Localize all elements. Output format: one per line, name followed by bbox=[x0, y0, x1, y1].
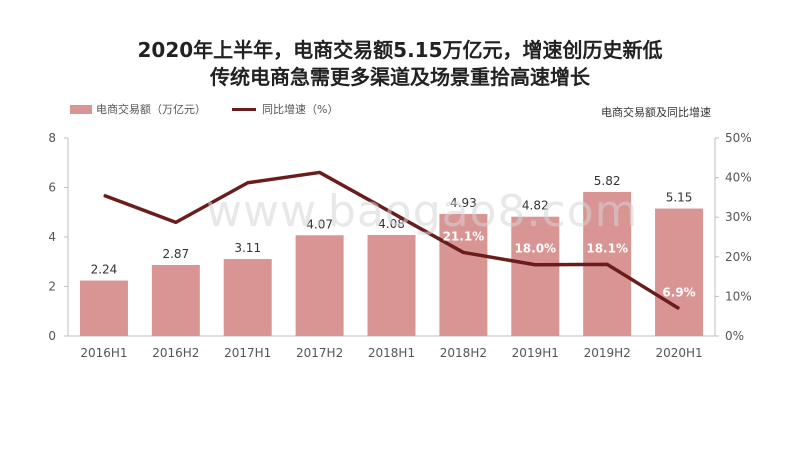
y-left-tick-label: 6 bbox=[48, 181, 56, 195]
x-tick-label: 2016H2 bbox=[152, 346, 199, 360]
legend-bar: 电商交易额（万亿元） bbox=[70, 101, 206, 117]
y-right-tick-label: 0% bbox=[725, 329, 744, 343]
bar bbox=[511, 216, 560, 336]
y-left-tick-label: 0 bbox=[48, 329, 56, 343]
x-tick-label: 2017H1 bbox=[224, 346, 271, 360]
x-tick-label: 2020H1 bbox=[655, 346, 702, 360]
y-right-tick-label: 20% bbox=[725, 250, 752, 264]
growth-point bbox=[175, 221, 177, 223]
bar-value-label: 4.07 bbox=[306, 217, 333, 231]
growth-value-label: 18.0% bbox=[514, 242, 556, 256]
x-tick-label: 2018H2 bbox=[440, 346, 487, 360]
bar-value-label: 4.93 bbox=[450, 196, 477, 210]
legend-line-label: 同比增速（%） bbox=[262, 103, 339, 116]
legend-bar-label: 电商交易额（万亿元） bbox=[96, 103, 206, 116]
growth-value-label: 18.1% bbox=[586, 241, 628, 255]
x-tick-label: 2019H2 bbox=[584, 346, 631, 360]
growth-point bbox=[534, 264, 536, 266]
bar bbox=[655, 208, 704, 336]
bar-value-label: 5.15 bbox=[666, 191, 693, 205]
growth-value-label: 6.9% bbox=[662, 286, 695, 300]
x-tick-label: 2017H2 bbox=[296, 346, 343, 360]
bar-value-label: 4.82 bbox=[522, 199, 549, 213]
growth-point bbox=[103, 194, 105, 196]
growth-point bbox=[678, 308, 680, 310]
growth-point bbox=[462, 251, 464, 253]
legend-line-swatch bbox=[232, 107, 256, 111]
y-right-tick-label: 10% bbox=[725, 289, 752, 303]
bar-value-label: 5.82 bbox=[594, 174, 621, 188]
x-tick-label: 2018H1 bbox=[368, 346, 415, 360]
bar bbox=[79, 280, 128, 336]
bar bbox=[439, 213, 488, 336]
growth-point bbox=[247, 182, 249, 184]
chart-title-line1: 2020年上半年，电商交易额5.15万亿元，增速创历史新低 bbox=[137, 38, 663, 62]
y-left-tick-label: 4 bbox=[48, 230, 56, 244]
chart-title-line2: 传统电商急需更多渠道及场景重拾高速增长 bbox=[210, 65, 590, 89]
bar-value-label: 4.08 bbox=[378, 217, 405, 231]
y-left-tick-label: 8 bbox=[48, 131, 56, 145]
growth-value-label: 21.1% bbox=[443, 229, 485, 243]
watermark: www.baogao8.com bbox=[206, 186, 639, 237]
legend-bar-swatch bbox=[70, 104, 92, 114]
bar-value-label: 2.24 bbox=[91, 263, 118, 277]
y-left-tick-label: 2 bbox=[48, 280, 56, 294]
y-right-tick-label: 30% bbox=[725, 210, 752, 224]
growth-point bbox=[319, 171, 321, 173]
bar bbox=[223, 259, 272, 336]
bar bbox=[151, 264, 200, 336]
y-right-tick-label: 40% bbox=[725, 171, 752, 185]
y-right-tick-label: 50% bbox=[725, 131, 752, 145]
x-tick-label: 2016H1 bbox=[80, 346, 127, 360]
bar bbox=[295, 235, 344, 336]
chart-subtitle: 电商交易额及同比增速 bbox=[601, 106, 711, 119]
x-tick-label: 2019H1 bbox=[512, 346, 559, 360]
bar-value-label: 3.11 bbox=[234, 241, 261, 255]
bar-value-label: 2.87 bbox=[162, 247, 189, 261]
legend-line: 同比增速（%） bbox=[232, 101, 338, 117]
growth-point bbox=[606, 263, 608, 265]
bar bbox=[367, 235, 416, 336]
growth-point bbox=[391, 211, 392, 213]
